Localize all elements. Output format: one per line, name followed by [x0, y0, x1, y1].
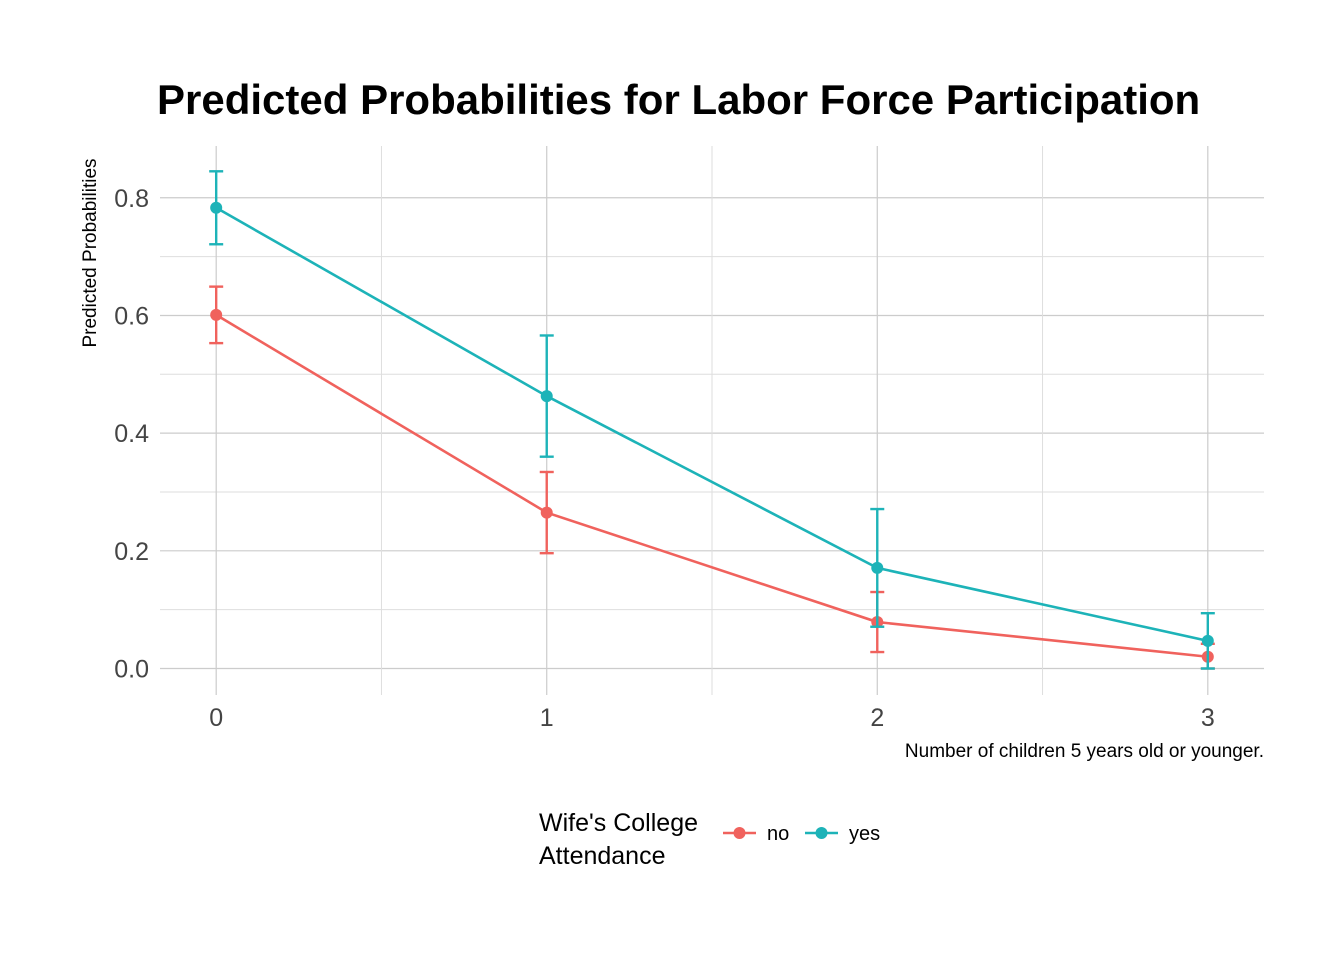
- data-point-no: [210, 308, 223, 321]
- grid: [160, 146, 1264, 695]
- data-point-no: [540, 506, 553, 519]
- legend: Wife's College Attendance no yes: [539, 809, 880, 870]
- series-layer: [209, 170, 1215, 670]
- series-line-yes: [215, 206, 1209, 643]
- x-tick-label: 1: [540, 704, 554, 732]
- x-tick-label: 2: [870, 704, 884, 732]
- series-line-no: [215, 313, 1208, 659]
- data-point-yes: [210, 201, 223, 214]
- legend-title-line-1: Wife's College: [539, 809, 698, 837]
- y-tick-label: 0.6: [114, 302, 149, 330]
- y-tick-label: 0.4: [114, 420, 149, 448]
- legend-title-line-2: Attendance: [539, 842, 666, 870]
- chart-title: Predicted Probabilities for Labor Force …: [157, 76, 1200, 123]
- series-yes: [209, 170, 1215, 670]
- data-point-yes: [1201, 634, 1214, 647]
- x-tick-label: 0: [209, 704, 223, 732]
- tick-labels: 0.0 0.2 0.4 0.6 0.8 0 1 2 3: [114, 185, 1215, 732]
- y-tick-label: 0.0: [114, 656, 149, 684]
- x-axis-label: Number of children 5 years old or younge…: [905, 741, 1264, 762]
- legend-label-no: no: [767, 823, 789, 845]
- data-point-yes: [540, 390, 553, 403]
- legend-key-point-no: [733, 827, 746, 839]
- x-tick-label: 3: [1201, 704, 1215, 732]
- legend-key-point-yes: [815, 827, 828, 839]
- legend-keys: no yes: [723, 823, 880, 845]
- y-tick-label: 0.2: [114, 538, 149, 566]
- y-tick-label: 0.8: [114, 185, 149, 213]
- series-no: [209, 285, 1215, 670]
- y-axis-label: Predicted Probabilities: [80, 158, 101, 347]
- data-point-yes: [871, 561, 884, 574]
- legend-label-yes: yes: [849, 823, 880, 845]
